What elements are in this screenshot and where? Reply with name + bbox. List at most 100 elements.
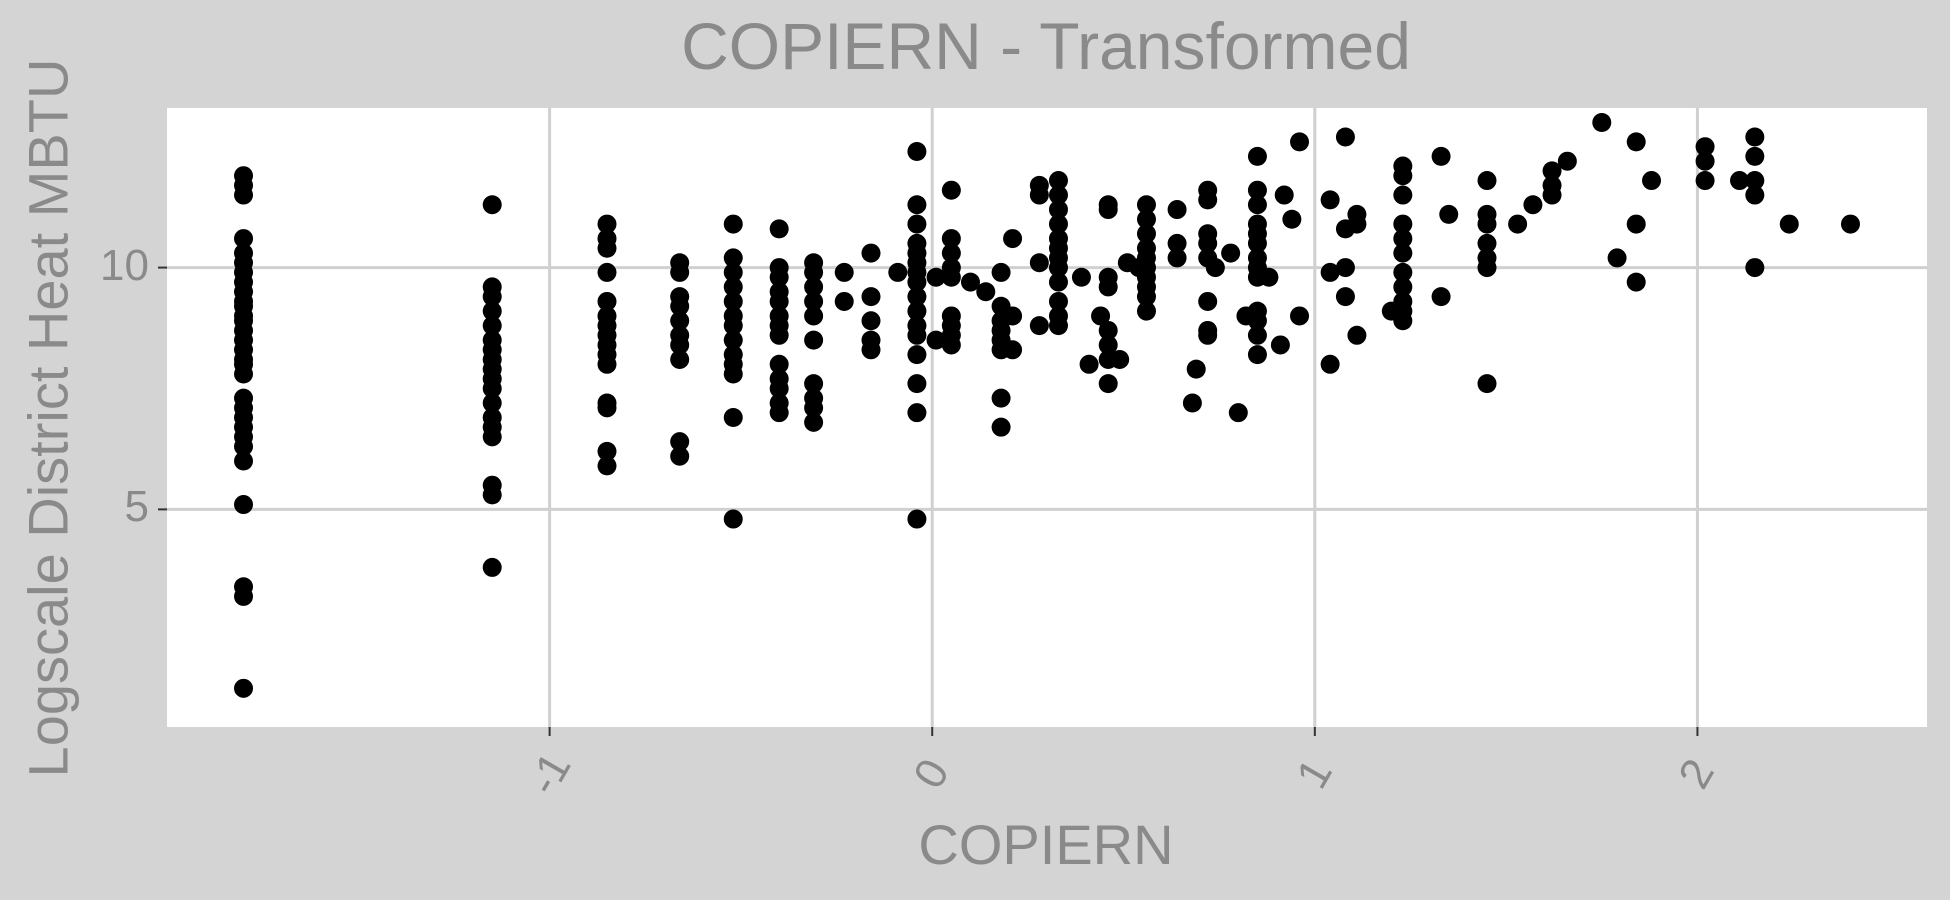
data-point	[1048, 272, 1068, 292]
data-point	[1840, 214, 1860, 234]
data-point	[1003, 306, 1023, 326]
data-point	[1221, 243, 1241, 263]
data-point	[723, 364, 743, 384]
data-point	[1335, 258, 1355, 278]
data-point	[723, 509, 743, 529]
data-point	[234, 185, 254, 205]
data-point	[1290, 306, 1310, 326]
data-point	[1290, 132, 1310, 152]
data-point	[597, 214, 617, 234]
data-point	[1247, 233, 1267, 253]
data-point	[1347, 325, 1367, 345]
data-point	[1098, 374, 1118, 394]
data-point	[1136, 209, 1156, 229]
data-point	[1003, 340, 1023, 360]
data-point	[769, 267, 789, 287]
data-point	[1592, 113, 1612, 133]
data-point	[769, 325, 789, 345]
data-point	[670, 432, 690, 452]
data-point	[1393, 214, 1413, 234]
data-point	[1626, 214, 1646, 234]
data-point	[907, 345, 927, 365]
data-point	[1745, 171, 1765, 191]
data-point	[1136, 224, 1156, 244]
data-point	[1247, 146, 1267, 166]
data-point	[1136, 287, 1156, 307]
data-point	[1695, 137, 1715, 157]
chart-title: COPIERN - Transformed	[681, 9, 1411, 83]
data-point	[1320, 190, 1340, 210]
data-point	[1542, 185, 1562, 205]
data-point	[723, 262, 743, 282]
data-point	[804, 262, 824, 282]
data-point	[1167, 233, 1187, 253]
data-point	[861, 311, 881, 331]
data-point	[960, 272, 980, 292]
data-point	[1695, 151, 1715, 171]
data-point	[670, 262, 690, 282]
data-point	[1029, 253, 1049, 273]
data-point	[597, 354, 617, 374]
data-point	[1320, 354, 1340, 374]
data-point	[861, 243, 881, 263]
data-point	[1048, 214, 1068, 234]
data-point	[907, 325, 927, 345]
data-point	[1626, 272, 1646, 292]
data-point	[1477, 214, 1497, 234]
y-axis-label: Logscale District Heat MBTU	[16, 58, 80, 778]
data-point	[670, 349, 690, 369]
data-point	[1270, 335, 1290, 355]
data-point	[597, 291, 617, 311]
data-point	[907, 214, 927, 234]
data-point	[1110, 349, 1130, 369]
data-point	[597, 262, 617, 282]
data-point	[1071, 267, 1091, 287]
data-point	[1228, 403, 1248, 423]
y-tick-label: 10	[100, 240, 149, 290]
data-point	[1431, 287, 1451, 307]
data-point	[1198, 291, 1218, 311]
data-point	[1167, 248, 1187, 268]
data-point	[1048, 316, 1068, 336]
data-point	[1557, 151, 1577, 171]
data-point	[769, 354, 789, 374]
data-point	[1003, 229, 1023, 249]
data-point	[723, 330, 743, 350]
data-point	[1477, 171, 1497, 191]
data-point	[234, 678, 254, 698]
data-point	[670, 446, 690, 466]
data-point	[723, 291, 743, 311]
data-point	[482, 287, 502, 307]
data-point	[907, 301, 927, 321]
data-point	[1335, 287, 1355, 307]
data-point	[1098, 320, 1118, 340]
data-point	[861, 287, 881, 307]
data-point	[1542, 161, 1562, 181]
data-point	[234, 586, 254, 606]
data-point	[1167, 200, 1187, 220]
data-point	[804, 398, 824, 418]
data-point	[482, 557, 502, 577]
data-point	[1247, 180, 1267, 200]
data-point	[991, 262, 1011, 282]
data-point	[907, 272, 927, 292]
data-point	[834, 291, 854, 311]
data-point	[482, 485, 502, 505]
data-point	[888, 262, 908, 282]
data-point	[769, 219, 789, 239]
data-point	[1477, 233, 1497, 253]
data-point	[1477, 258, 1497, 278]
data-point	[769, 291, 789, 311]
data-point	[804, 291, 824, 311]
data-point	[1048, 291, 1068, 311]
data-point	[1745, 146, 1765, 166]
data-point	[1029, 316, 1049, 336]
data-point	[1198, 190, 1218, 210]
data-point	[1393, 185, 1413, 205]
data-point	[941, 267, 961, 287]
data-point	[1136, 301, 1156, 321]
data-point	[670, 335, 690, 355]
data-point	[1079, 354, 1099, 374]
data-point	[991, 417, 1011, 437]
data-point	[234, 364, 254, 384]
